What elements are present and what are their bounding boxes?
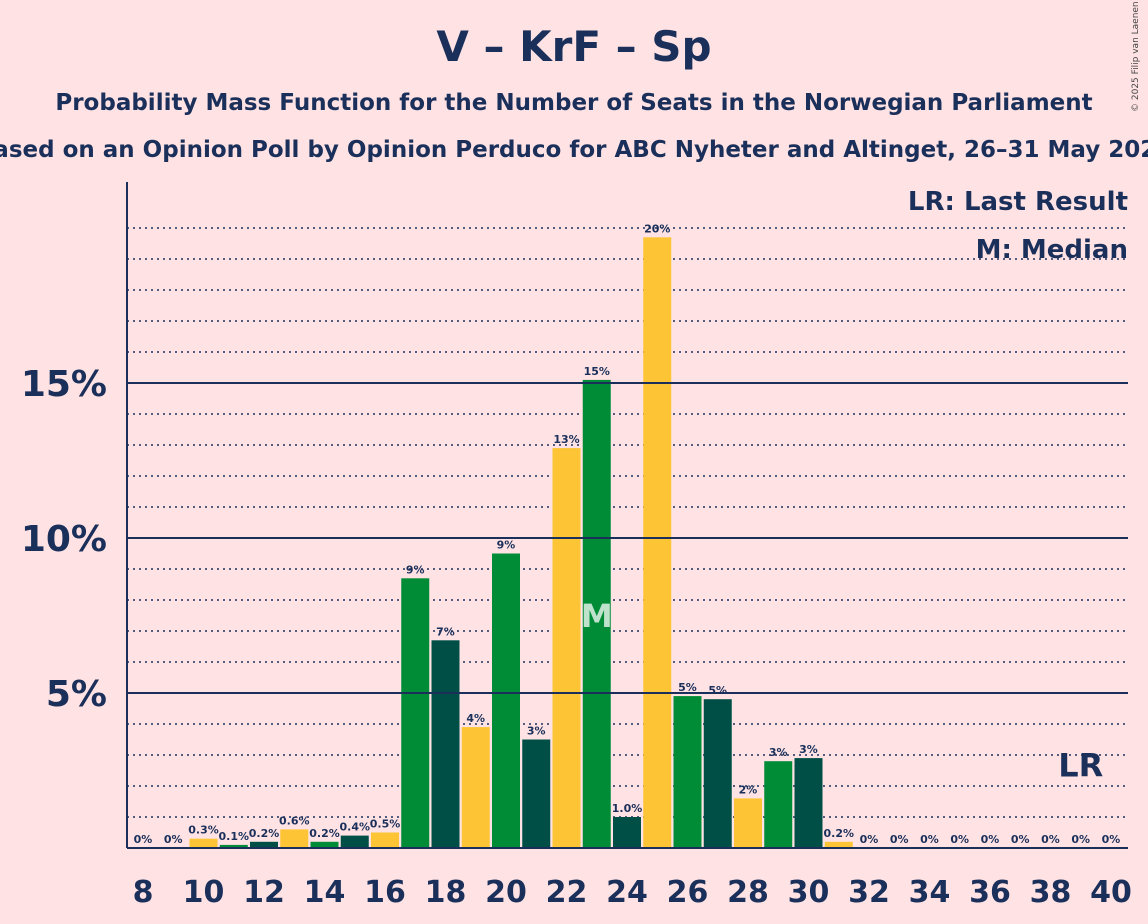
- chart-title: V – KrF – Sp: [436, 22, 712, 71]
- bar-label: 0%: [164, 833, 183, 846]
- bar-label: 9%: [497, 539, 516, 552]
- legend-median: M: Median: [976, 235, 1128, 265]
- x-tick-label: 14: [304, 875, 346, 910]
- last-result-marker: LR: [1058, 747, 1103, 785]
- x-tick-label: 30: [788, 875, 830, 910]
- x-tick-label: 22: [546, 875, 588, 910]
- bar-label: 0%: [890, 833, 909, 846]
- bar-seats-10: [189, 838, 218, 848]
- x-tick-label: 34: [909, 875, 951, 910]
- bar-label: 0.3%: [188, 824, 219, 837]
- bar-label: 13%: [553, 433, 579, 446]
- bar-label: 0.5%: [370, 818, 401, 831]
- x-tick-label: 32: [848, 875, 890, 910]
- bar-label: 4%: [466, 712, 485, 725]
- bar-seats-22: [552, 448, 581, 848]
- bar-seats-26: [673, 696, 702, 848]
- x-tick-label: 36: [969, 875, 1011, 910]
- bar-label: 0%: [1011, 833, 1030, 846]
- bar-label: 0.2%: [823, 827, 854, 840]
- bar-label: 0%: [981, 833, 1000, 846]
- bar-label: 0.2%: [249, 827, 280, 840]
- x-tick-label: 26: [667, 875, 709, 910]
- bar-label: 0%: [920, 833, 939, 846]
- bar-seats-21: [522, 739, 551, 848]
- x-tick-label: 18: [425, 875, 467, 910]
- chart-source: Based on an Opinion Poll by Opinion Perd…: [0, 137, 1148, 163]
- bar-seats-11: [219, 844, 248, 848]
- bar-seats-27: [703, 699, 732, 848]
- y-tick-label: 10%: [21, 519, 107, 560]
- bar-label: 0%: [860, 833, 879, 846]
- y-tick-label: 15%: [21, 364, 107, 405]
- bar-seats-28: [734, 798, 762, 848]
- legend-last-result: LR: Last Result: [908, 187, 1128, 217]
- bar-seats-19: [461, 727, 490, 848]
- bar-label: 0%: [1041, 833, 1060, 846]
- bar-label: 15%: [584, 365, 610, 378]
- y-tick-label: 5%: [46, 674, 107, 715]
- x-tick-label: 24: [606, 875, 648, 910]
- bar-seats-25: [643, 237, 672, 849]
- bar-label: 9%: [406, 563, 425, 576]
- x-tick-label: 10: [183, 875, 225, 910]
- bar-seats-18: [431, 640, 460, 848]
- bar-seats-15: [340, 835, 369, 848]
- bar-seats-16: [371, 832, 399, 848]
- x-tick-label: 8: [133, 875, 154, 910]
- bar-seats-30: [794, 758, 823, 848]
- bar-label: 0%: [1102, 833, 1121, 846]
- bar-label: 3%: [769, 746, 788, 759]
- x-tick-label: 28: [727, 875, 769, 910]
- x-tick-label: 12: [243, 875, 285, 910]
- bar-seats-12: [250, 841, 278, 848]
- bar-seats-31: [824, 841, 853, 848]
- bar-seats-14: [310, 841, 339, 848]
- x-tick-label: 40: [1090, 875, 1132, 910]
- bar-label: 0%: [1071, 833, 1090, 846]
- bar-label: 0.2%: [309, 827, 340, 840]
- bar-label: 20%: [644, 222, 670, 235]
- bar-label: 5%: [678, 681, 697, 694]
- bar-seats-29: [764, 761, 793, 848]
- bar-label: 0%: [950, 833, 969, 846]
- bar-label: 3%: [527, 725, 546, 738]
- bar-label: 1.0%: [612, 802, 643, 815]
- bar-seats-23: [582, 379, 611, 848]
- x-tick-label: 16: [364, 875, 406, 910]
- bar-label: 7%: [436, 625, 455, 638]
- bar-label: 0.6%: [279, 814, 310, 827]
- bar-seats-17: [401, 578, 430, 848]
- chart-subtitle: Probability Mass Function for the Number…: [55, 90, 1093, 116]
- bar-label: 3%: [799, 743, 818, 756]
- bar-label: 5%: [708, 684, 727, 697]
- bar-label: 2%: [739, 783, 758, 796]
- x-tick-label: 38: [1030, 875, 1072, 910]
- bar-seats-13: [280, 829, 309, 848]
- bar-label: 0.1%: [218, 830, 249, 843]
- bar-seats-24: [613, 817, 641, 848]
- median-marker: M: [581, 597, 613, 635]
- bar-label: 0.4%: [339, 821, 370, 834]
- bar-label: 0%: [134, 833, 153, 846]
- bar-seats-20: [492, 553, 520, 848]
- x-tick-label: 20: [485, 875, 527, 910]
